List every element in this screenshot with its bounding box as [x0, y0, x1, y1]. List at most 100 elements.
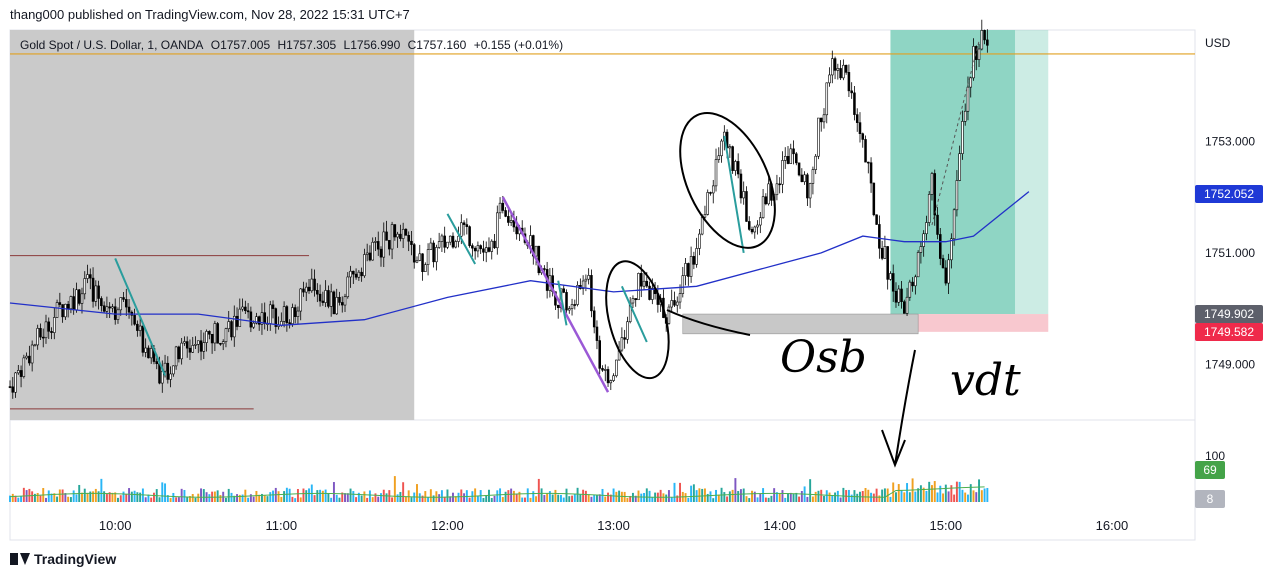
volume-bar: [524, 497, 526, 502]
candle: [473, 247, 477, 252]
candle: [767, 183, 770, 205]
candle: [144, 347, 147, 353]
candle: [296, 310, 300, 317]
candle: [620, 337, 624, 351]
candle: [432, 242, 435, 263]
candle: [221, 341, 225, 345]
volume-bar: [482, 498, 485, 502]
candle: [77, 289, 81, 304]
candle: [185, 341, 189, 349]
candle: [565, 292, 568, 311]
volume-bar: [726, 496, 729, 502]
candle: [249, 311, 253, 328]
candle: [842, 64, 845, 79]
volume-bar: [773, 488, 776, 502]
volume-bar: [568, 496, 571, 502]
candle: [302, 288, 305, 293]
candle: [720, 140, 723, 157]
candle: [507, 216, 510, 223]
candle: [822, 114, 826, 123]
candle: [709, 192, 712, 194]
volume-bar: [875, 488, 878, 502]
candle: [448, 235, 452, 243]
volume-bar: [177, 497, 180, 502]
volume-bar: [335, 494, 338, 502]
candle: [338, 296, 341, 303]
volume-bar: [980, 490, 983, 502]
candle: [736, 161, 740, 175]
candle: [855, 114, 859, 123]
candle: [958, 153, 961, 181]
time-tick-label: 13:00: [597, 518, 630, 533]
candle: [446, 241, 449, 248]
volume-bar: [543, 495, 546, 502]
candle: [357, 271, 361, 278]
candle: [388, 240, 391, 250]
long-target-extension: [1015, 30, 1049, 315]
candle: [291, 307, 294, 324]
candle: [371, 241, 374, 261]
candle: [961, 121, 964, 154]
tradingview-logo-icon: [10, 552, 30, 566]
candle: [817, 117, 820, 157]
volume-bar: [488, 489, 490, 502]
volume-bar: [598, 494, 601, 502]
volume-bar: [263, 495, 266, 502]
teal-trend-line: [446, 213, 477, 265]
purple-trend-line: [501, 196, 610, 393]
candle: [66, 303, 70, 309]
candle: [17, 370, 20, 374]
volume-bar: [781, 490, 784, 502]
candle: [819, 117, 823, 123]
volume-bar: [546, 493, 549, 502]
volume-bar: [308, 488, 310, 502]
volume-bar: [908, 492, 911, 502]
candle: [149, 348, 153, 359]
candle: [631, 298, 635, 304]
price-tick-label: 1749.000: [1205, 357, 1255, 371]
volume-bar: [762, 488, 765, 502]
candle: [598, 340, 602, 369]
candle: [919, 246, 923, 253]
candle: [324, 290, 327, 303]
volume-bar: [515, 494, 518, 502]
candle: [468, 226, 471, 246]
candle: [293, 307, 297, 317]
volume-bar: [396, 494, 399, 502]
candle: [626, 321, 629, 340]
candle: [390, 224, 394, 250]
volume-bar: [56, 496, 59, 502]
dashed-projection-line: [931, 41, 980, 226]
candle: [457, 235, 460, 242]
volume-bar: [172, 492, 175, 502]
volume-bar: [338, 497, 341, 502]
candle: [476, 245, 480, 252]
volume-bar: [316, 490, 319, 502]
volume-bar: [216, 490, 219, 502]
candle: [584, 278, 588, 282]
volume-bar: [922, 487, 925, 502]
volume-bar: [972, 490, 975, 502]
volume-bar: [385, 493, 388, 502]
candle: [734, 161, 737, 171]
volume-bar: [942, 493, 945, 502]
candle: [501, 202, 505, 211]
candle: [241, 306, 244, 310]
candle: [8, 386, 12, 388]
volume-bar: [20, 496, 23, 502]
volume-label: 8: [1195, 490, 1225, 508]
volume-bar: [900, 490, 903, 502]
candle: [687, 263, 690, 277]
candle: [825, 82, 829, 116]
volume-bar: [607, 492, 610, 502]
candle: [590, 275, 593, 312]
volume-bar: [219, 495, 222, 502]
volume-bar: [615, 491, 618, 502]
volume-bar: [291, 496, 294, 502]
candle: [133, 314, 136, 325]
volume-bar: [188, 496, 191, 502]
volume-bar: [296, 489, 299, 502]
tradingview-brand: TradingView: [10, 551, 116, 567]
candle: [595, 326, 599, 341]
